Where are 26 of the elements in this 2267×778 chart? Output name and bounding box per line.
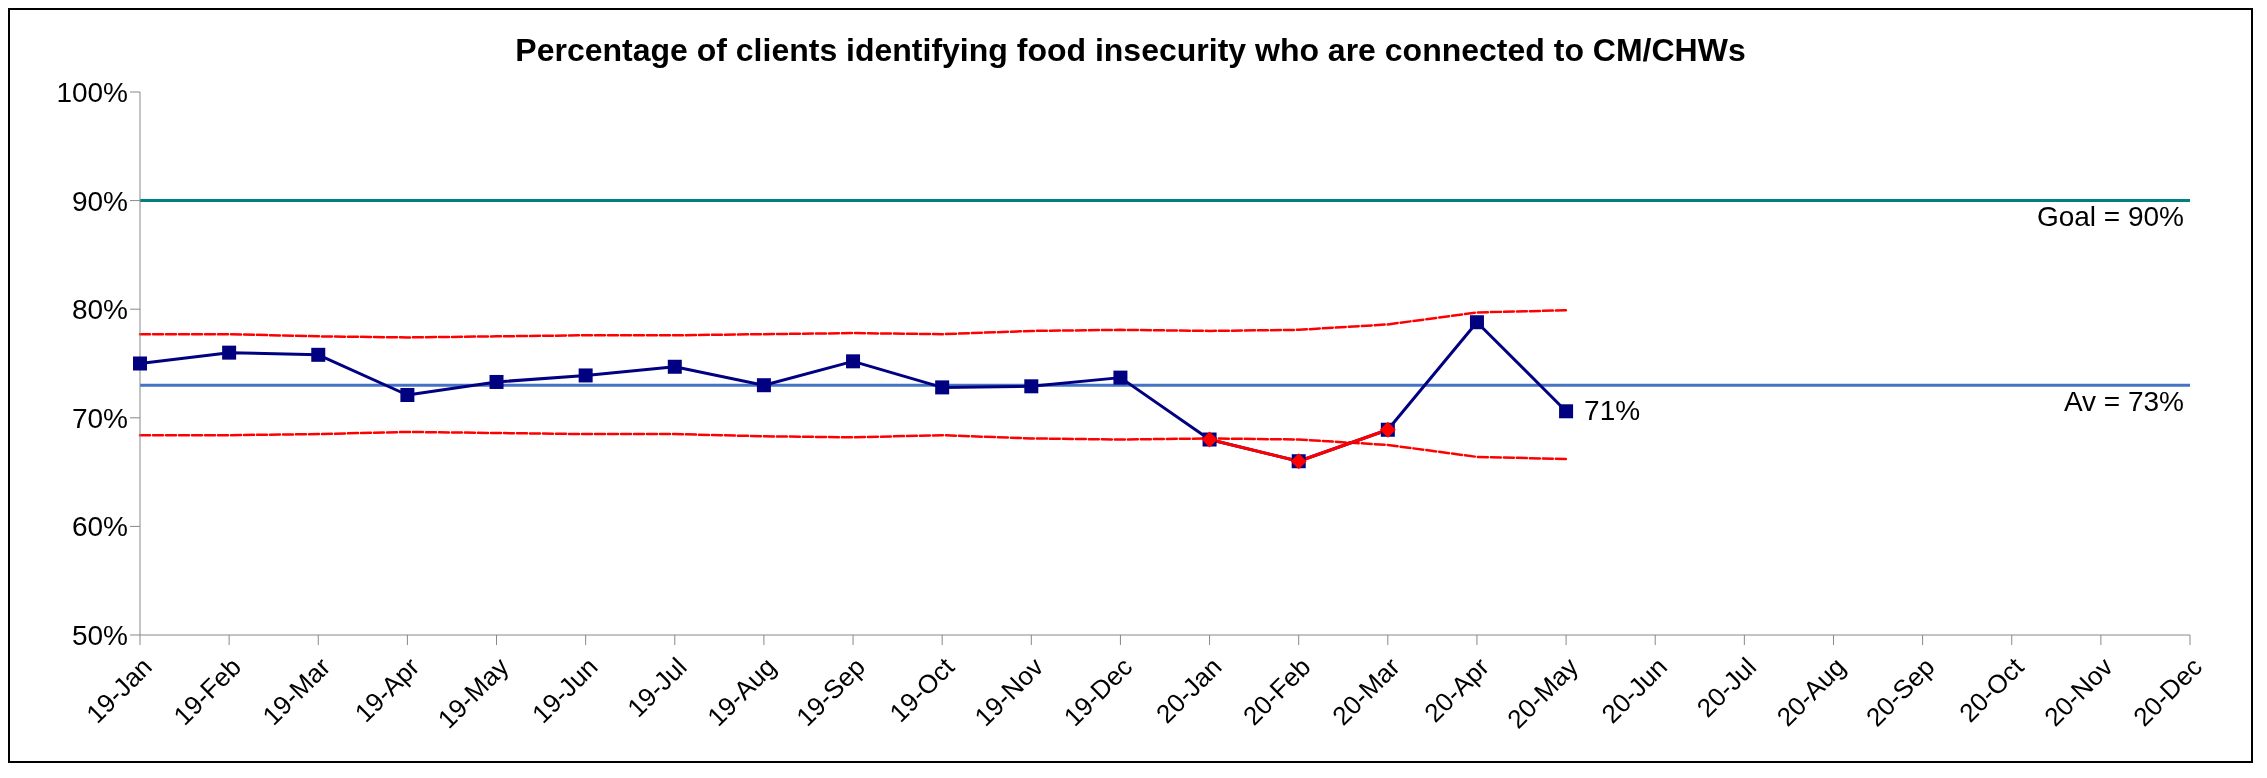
point [311, 347, 326, 362]
y-tick-label: 60% [71, 511, 128, 543]
point [489, 374, 504, 389]
point [1469, 315, 1484, 330]
y-tick-label: 90% [71, 185, 128, 217]
point [935, 380, 950, 395]
line-series [138, 309, 1568, 339]
y-tick-label: 70% [71, 402, 128, 434]
point [667, 359, 682, 374]
point [578, 368, 593, 383]
ref-line-label: Av = 73% [2063, 386, 2184, 418]
y-tick-label: 50% [71, 619, 128, 651]
point [133, 356, 147, 371]
point [1024, 379, 1039, 394]
data-label: 71% [1584, 395, 1641, 427]
y-tick-label: 80% [71, 294, 128, 326]
point [1559, 404, 1574, 419]
line-series [138, 430, 1568, 461]
point [222, 345, 237, 360]
point [846, 354, 861, 369]
point [756, 378, 771, 393]
ref-line-label: Goal = 90% [2036, 201, 2184, 233]
point [400, 387, 415, 402]
chart-title: Percentage of clients identifying food insecurity who are connected to CM/CHWs [515, 32, 1746, 68]
y-tick-label: 100% [56, 76, 128, 108]
point [1113, 370, 1128, 385]
